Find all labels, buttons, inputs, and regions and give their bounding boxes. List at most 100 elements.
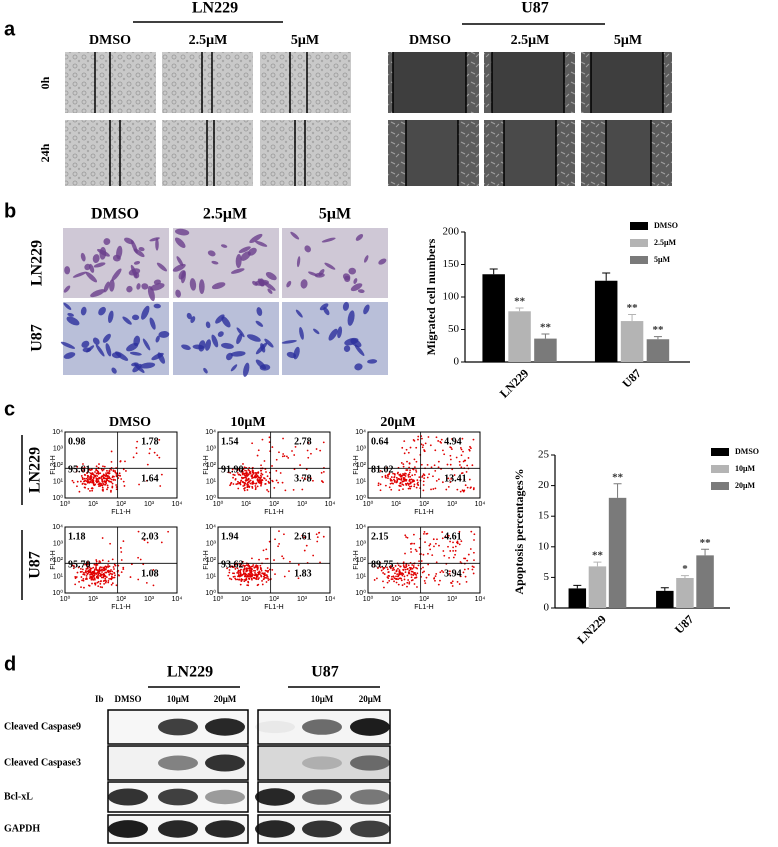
event-dot (387, 477, 389, 479)
legend-label: 5μM (654, 255, 671, 264)
event-dot (94, 583, 97, 586)
cell (286, 280, 292, 288)
axis-tick-label: 10¹ (241, 501, 252, 508)
event-dot (442, 571, 445, 573)
event-dot (393, 475, 396, 478)
event-dot (84, 563, 86, 566)
event-dot (274, 538, 276, 541)
event-dot (451, 585, 454, 587)
event-dot (245, 564, 248, 567)
event-dot (260, 569, 263, 572)
event-dot (449, 481, 452, 484)
event-dot (413, 542, 416, 545)
event-dot (373, 579, 376, 581)
event-dot (408, 482, 411, 485)
event-dot (81, 579, 83, 582)
event-dot (403, 575, 406, 578)
event-dot (460, 466, 463, 469)
cell (60, 341, 76, 349)
wound-gap (393, 52, 466, 113)
event-dot (107, 560, 110, 563)
legend-label: 20μM (735, 481, 756, 490)
cell (230, 268, 245, 274)
event-dot (258, 558, 260, 561)
cell (221, 342, 234, 349)
event-dot (407, 451, 410, 454)
cell (103, 238, 111, 245)
event-dot (227, 471, 230, 474)
event-dot (105, 566, 108, 569)
event-dot (97, 483, 100, 486)
event-dot (448, 573, 451, 575)
event-dot (99, 573, 102, 576)
event-dot (421, 446, 424, 449)
event-dot (435, 436, 438, 439)
y-tick-label: 10 (538, 540, 550, 552)
cell (259, 364, 271, 371)
axis-label: FL1-H (414, 509, 433, 516)
event-dot (95, 566, 97, 569)
event-dot (376, 577, 378, 580)
event-dot (450, 448, 453, 451)
event-dot (80, 475, 83, 477)
event-dot (245, 471, 248, 474)
event-dot (406, 460, 408, 463)
event-dot (399, 565, 402, 568)
event-dot (409, 446, 412, 449)
band (302, 789, 342, 805)
event-dot (412, 480, 415, 483)
cell (256, 307, 263, 316)
row-label: U87 (27, 551, 44, 579)
cell (230, 364, 238, 372)
event-dot (468, 478, 471, 481)
event-dot (86, 476, 89, 479)
event-dot (459, 561, 462, 563)
event-dot (398, 489, 401, 492)
event-dot (71, 564, 74, 567)
cell (147, 285, 155, 302)
axis-tick-label: 10³ (297, 596, 308, 603)
cell (347, 310, 355, 326)
event-dot (436, 538, 438, 541)
event-dot (149, 447, 151, 450)
event-dot (424, 442, 427, 445)
axis-tick-label: 10⁰ (363, 500, 374, 508)
quadrant-value: 2.03 (141, 531, 159, 542)
legend-swatch (711, 465, 729, 473)
cell (85, 271, 98, 283)
cell (95, 344, 105, 357)
cell (357, 289, 365, 294)
event-dot (114, 564, 117, 567)
event-dot (458, 543, 461, 546)
event-dot (89, 577, 91, 580)
event-dot (98, 463, 100, 465)
event-dot (278, 542, 280, 545)
event-dot (243, 483, 246, 486)
event-dot (301, 534, 304, 537)
event-dot (319, 449, 322, 452)
event-dot (241, 574, 243, 576)
cell (92, 337, 100, 345)
event-dot (254, 565, 257, 568)
event-dot (454, 553, 456, 556)
event-dot (111, 570, 114, 573)
event-dot (106, 479, 108, 481)
event-dot (281, 481, 284, 484)
event-dot (265, 570, 268, 572)
event-dot (148, 452, 151, 455)
event-dot (110, 583, 113, 586)
event-dot (435, 561, 438, 564)
event-dot (247, 481, 249, 484)
event-dot (245, 577, 248, 580)
cell (342, 273, 351, 281)
event-dot (395, 575, 397, 578)
event-dot (279, 472, 282, 474)
event-dot (429, 444, 432, 447)
cell (205, 321, 211, 329)
event-dot (288, 570, 290, 573)
event-dot (403, 478, 406, 481)
event-dot (402, 488, 404, 490)
event-dot (438, 544, 440, 547)
event-dot (379, 483, 382, 486)
event-dot (391, 569, 394, 572)
